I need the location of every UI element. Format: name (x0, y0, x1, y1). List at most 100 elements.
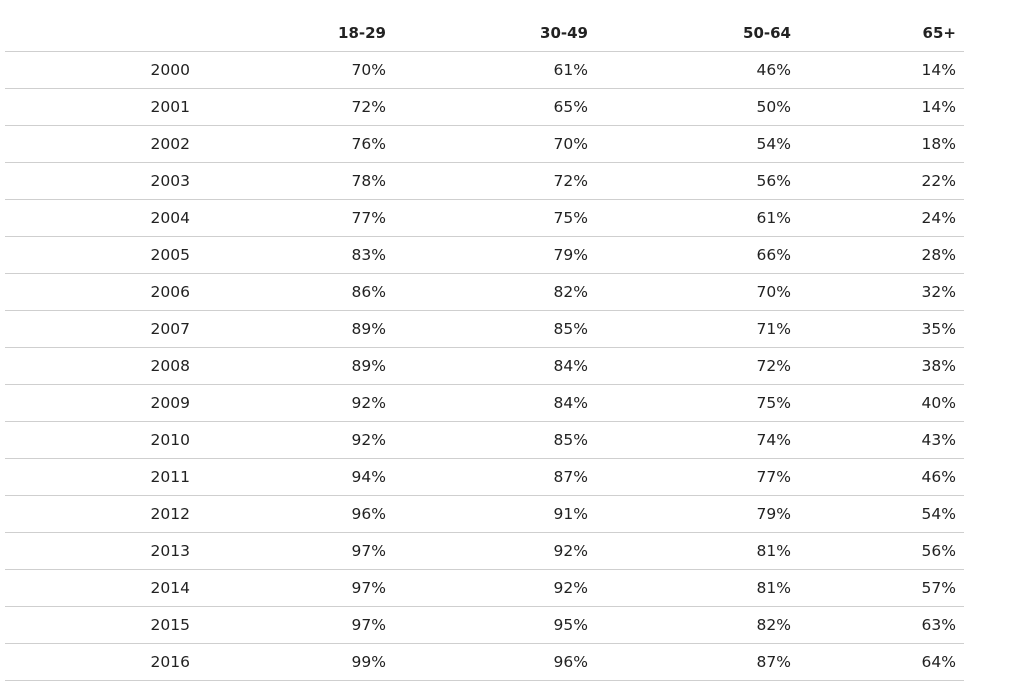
table-cell-year: 2009 (5, 384, 192, 422)
table-cell-age-50-64: 70% (596, 273, 799, 311)
table-cell-age-30-49: 85% (394, 421, 596, 459)
table-row: 2001 72% 65% 50% 14% (5, 88, 964, 126)
table-cell-age-50-64: 71% (596, 310, 799, 348)
table-cell-age-50-64: 50% (596, 88, 799, 126)
table-row: 2011 94% 87% 77% 46% (5, 458, 964, 496)
table-cell-year: 2001 (5, 88, 192, 126)
table-cell-age-30-49: 96% (394, 643, 596, 681)
table-cell-age-65-plus: 38% (799, 347, 964, 385)
table-cell-age-65-plus: 43% (799, 421, 964, 459)
table-cell-age-50-64: 77% (596, 458, 799, 496)
table-cell-age-18-29: 92% (192, 384, 394, 422)
table-cell-age-18-29: 96% (192, 495, 394, 533)
table-cell-year: 2016 (5, 643, 192, 681)
table-cell-year: 2005 (5, 236, 192, 274)
table-row: 2002 76% 70% 54% 18% (5, 125, 964, 163)
table-cell-age-65-plus: 57% (799, 569, 964, 607)
table-cell-age-50-64: 56% (596, 162, 799, 200)
header-cell-30-49: 30-49 (394, 14, 596, 52)
table-cell-age-65-plus: 54% (799, 495, 964, 533)
table-cell-age-30-49: 92% (394, 532, 596, 570)
table-cell-age-18-29: 94% (192, 458, 394, 496)
header-cell-year (5, 14, 192, 52)
table-cell-age-18-29: 97% (192, 569, 394, 607)
table-cell-age-30-49: 75% (394, 199, 596, 237)
table-cell-year: 2002 (5, 125, 192, 163)
table-cell-age-30-49: 70% (394, 125, 596, 163)
table-cell-age-65-plus: 63% (799, 606, 964, 644)
table-cell-age-18-29: 99% (192, 643, 394, 681)
table-cell-age-30-49: 85% (394, 310, 596, 348)
table-row: 2008 89% 84% 72% 38% (5, 347, 964, 385)
table-cell-year: 2015 (5, 606, 192, 644)
header-cell-18-29: 18-29 (192, 14, 394, 52)
table-cell-age-18-29: 92% (192, 421, 394, 459)
table-row: 2015 97% 95% 82% 63% (5, 606, 964, 644)
table-cell-year: 2000 (5, 51, 192, 89)
table-cell-year: 2006 (5, 273, 192, 311)
table-cell-age-18-29: 89% (192, 347, 394, 385)
table-cell-year: 2003 (5, 162, 192, 200)
table-cell-age-30-49: 84% (394, 384, 596, 422)
table-cell-age-50-64: 66% (596, 236, 799, 274)
table-cell-age-30-49: 82% (394, 273, 596, 311)
table-row: 2012 96% 91% 79% 54% (5, 495, 964, 533)
table-cell-age-65-plus: 14% (799, 88, 964, 126)
table-cell-age-50-64: 82% (596, 606, 799, 644)
age-group-table: 18-29 30-49 50-64 65+ 2000 70% 61% 46% 14% 20… (5, 14, 964, 681)
table-cell-age-30-49: 61% (394, 51, 596, 89)
header-cell-65-plus: 65+ (799, 14, 964, 52)
table-cell-age-65-plus: 35% (799, 310, 964, 348)
table-cell-age-18-29: 72% (192, 88, 394, 126)
table-cell-age-30-49: 65% (394, 88, 596, 126)
table-cell-age-65-plus: 40% (799, 384, 964, 422)
table-cell-age-30-49: 79% (394, 236, 596, 274)
header-row: 18-29 30-49 50-64 65+ (5, 14, 964, 52)
table-cell-age-65-plus: 28% (799, 236, 964, 274)
table-cell-age-50-64: 46% (596, 51, 799, 89)
table-row: 2010 92% 85% 74% 43% (5, 421, 964, 459)
table-row: 2003 78% 72% 56% 22% (5, 162, 964, 200)
table-cell-age-18-29: 89% (192, 310, 394, 348)
table-cell-age-65-plus: 32% (799, 273, 964, 311)
header-cell-50-64: 50-64 (596, 14, 799, 52)
table-cell-age-18-29: 97% (192, 606, 394, 644)
table-cell-year: 2014 (5, 569, 192, 607)
table-cell-age-65-plus: 46% (799, 458, 964, 496)
table-cell-age-50-64: 61% (596, 199, 799, 237)
table-cell-age-65-plus: 64% (799, 643, 964, 681)
table-cell-age-18-29: 77% (192, 199, 394, 237)
data-table-container: 18-29 30-49 50-64 65+ 2000 70% 61% 46% 14% 20… (5, 14, 964, 681)
table-cell-age-30-49: 92% (394, 569, 596, 607)
table-body: 2000 70% 61% 46% 14% 2001 72% 65% 50% 14% 2002 76% 7… (5, 51, 964, 681)
table-cell-age-50-64: 81% (596, 569, 799, 607)
table-cell-age-50-64: 79% (596, 495, 799, 533)
table-cell-age-50-64: 74% (596, 421, 799, 459)
table-cell-year: 2013 (5, 532, 192, 570)
table-cell-age-30-49: 91% (394, 495, 596, 533)
table-cell-age-50-64: 81% (596, 532, 799, 570)
table-row: 2016 99% 96% 87% 64% (5, 643, 964, 681)
table-cell-age-30-49: 84% (394, 347, 596, 385)
table-cell-age-18-29: 97% (192, 532, 394, 570)
table-cell-age-18-29: 86% (192, 273, 394, 311)
table-cell-age-18-29: 76% (192, 125, 394, 163)
table-row: 2005 83% 79% 66% 28% (5, 236, 964, 274)
table-cell-age-50-64: 87% (596, 643, 799, 681)
table-cell-age-65-plus: 14% (799, 51, 964, 89)
table-cell-year: 2004 (5, 199, 192, 237)
table-header: 18-29 30-49 50-64 65+ (5, 14, 964, 52)
table-cell-year: 2011 (5, 458, 192, 496)
table-row: 2007 89% 85% 71% 35% (5, 310, 964, 348)
table-cell-age-65-plus: 24% (799, 199, 964, 237)
table-cell-age-65-plus: 22% (799, 162, 964, 200)
table-cell-year: 2008 (5, 347, 192, 385)
table-cell-age-65-plus: 56% (799, 532, 964, 570)
table-cell-age-50-64: 75% (596, 384, 799, 422)
table-cell-age-50-64: 54% (596, 125, 799, 163)
table-cell-age-30-49: 72% (394, 162, 596, 200)
table-cell-age-50-64: 72% (596, 347, 799, 385)
table-row: 2006 86% 82% 70% 32% (5, 273, 964, 311)
table-row: 2009 92% 84% 75% 40% (5, 384, 964, 422)
table-cell-age-18-29: 78% (192, 162, 394, 200)
